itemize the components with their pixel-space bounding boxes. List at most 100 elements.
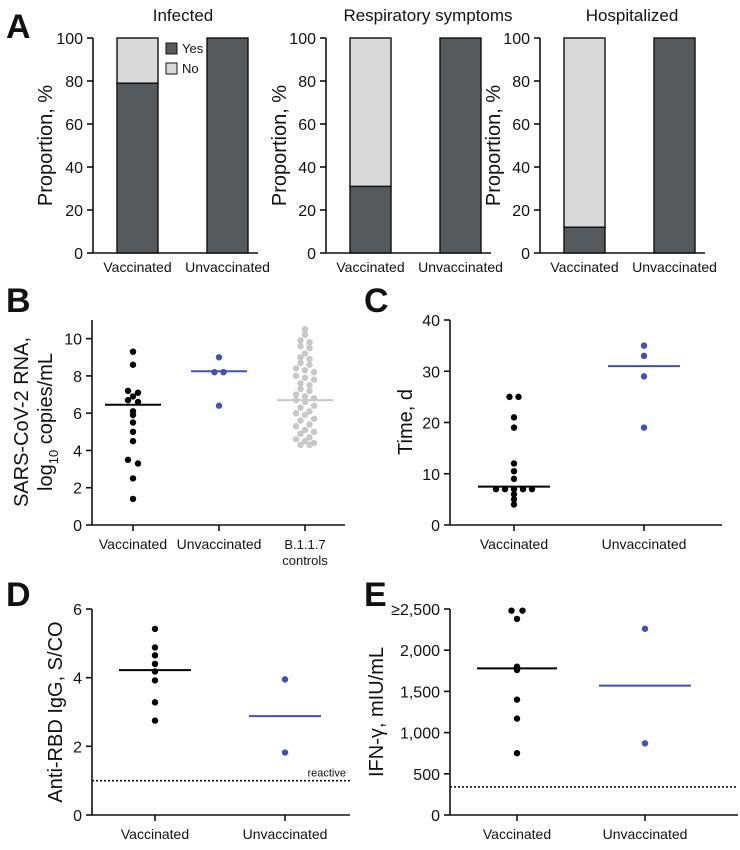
x-tick-label: Vaccinated — [121, 826, 189, 842]
data-point — [306, 382, 313, 389]
data-point — [151, 668, 159, 675]
y-axis-label: Proportion, % — [269, 85, 291, 206]
data-point — [310, 376, 318, 383]
data-point — [306, 344, 313, 352]
data-point — [297, 385, 304, 393]
y-tick-label: 40 — [422, 313, 440, 330]
y-tick-label: 2 — [73, 481, 82, 498]
y-tick-label: 60 — [512, 117, 530, 134]
panel-b-chart: 0 2 4 6 8 10 Vaccinated Unvaccinated B.1.1.7cont… — [11, 320, 345, 568]
panel-e-chart: 0 500 1,000 1,500 2,000 ≥2,500 Vaccinated Unvac… — [366, 602, 738, 842]
data-point — [151, 717, 159, 724]
x-tick-label: Unvaccinated — [632, 259, 717, 275]
data-point — [528, 485, 536, 493]
x-tick-label: Unvaccinated — [177, 536, 262, 552]
y-tick-label: 0 — [73, 808, 82, 825]
y-axis-label: Anti-RBD IgG, S/CO — [45, 621, 67, 802]
panel-label-b: B — [6, 282, 31, 320]
y-tick-label: 20 — [422, 416, 440, 433]
data-point — [306, 408, 313, 415]
data-point — [129, 393, 137, 400]
y-tick-label: 20 — [298, 203, 316, 220]
data-point — [640, 373, 648, 380]
y-axis-label-subscript: 10 — [46, 450, 61, 464]
data-point — [129, 348, 137, 355]
x-tick-label: Unvaccinated — [243, 826, 328, 842]
legend-label: No — [182, 61, 199, 76]
data-point — [292, 365, 300, 372]
data-point — [124, 456, 132, 463]
data-point — [301, 398, 309, 406]
data-point — [297, 342, 304, 350]
x-tick-label: controls — [282, 553, 328, 568]
data-point — [306, 421, 313, 428]
x-tick-label: Vaccinated — [550, 259, 618, 275]
data-point — [301, 331, 309, 339]
legend-swatch-yes — [165, 42, 178, 55]
bar-yes — [116, 82, 159, 254]
y-tick-label: 40 — [65, 160, 83, 177]
data-point — [510, 414, 518, 421]
data-point — [640, 342, 648, 349]
y-tick-label: 6 — [73, 406, 82, 423]
reference-line-label: reactive — [307, 768, 346, 780]
bar-yes — [349, 185, 392, 254]
y-tick-label: 60 — [298, 117, 316, 134]
data-point — [508, 607, 515, 614]
y-tick-label: 8 — [73, 369, 82, 386]
bar-no — [563, 37, 606, 228]
bar-yes — [653, 37, 696, 254]
y-tick-label: 4 — [73, 443, 82, 460]
data-point — [297, 430, 304, 437]
data-point — [510, 467, 518, 475]
data-point — [492, 485, 500, 493]
chart-title: Hospitalized — [586, 6, 679, 25]
y-tick-label: 100 — [289, 31, 316, 48]
data-point — [292, 436, 300, 443]
data-point — [134, 460, 142, 467]
panel-a-chart-2: Respiratory symptoms Proportion, % 0 20 40 60… — [269, 6, 513, 275]
y-tick-label: 10 — [64, 332, 82, 349]
legend-label: Yes — [182, 41, 204, 56]
data-point — [515, 393, 522, 401]
y-tick-label: 20 — [512, 203, 530, 220]
data-point — [215, 402, 223, 409]
data-point — [281, 676, 289, 683]
data-point — [513, 666, 521, 674]
y-tick-label: 6 — [73, 602, 82, 619]
data-point — [297, 337, 304, 344]
y-axis-label: Proportion, % — [483, 85, 505, 206]
data-point — [510, 496, 518, 503]
data-point — [297, 417, 304, 424]
data-point — [129, 437, 137, 445]
panel-label-a: A — [6, 8, 31, 46]
x-tick-label: Vaccinated — [483, 826, 551, 842]
data-point — [129, 411, 137, 419]
y-axis-label-line2: log10 copies/mL — [35, 353, 61, 491]
y-tick-label: 40 — [298, 160, 316, 177]
data-point — [641, 625, 649, 632]
y-tick-label: 0 — [431, 808, 440, 825]
data-point — [151, 699, 159, 706]
x-tick-label: Vaccinated — [103, 259, 171, 275]
x-tick-label: B.1.1.7 — [284, 537, 325, 552]
data-point — [641, 740, 649, 747]
data-point — [301, 374, 309, 381]
data-point — [513, 615, 521, 623]
y-tick-label: 500 — [413, 767, 440, 784]
data-point — [129, 495, 137, 503]
data-point — [306, 434, 313, 441]
data-point — [134, 389, 142, 396]
data-point — [134, 398, 142, 406]
data-point — [519, 607, 526, 614]
data-point — [506, 393, 513, 401]
panel-a-chart-3: Hospitalized Proportion, % 0 20 40 60 80 100 Vac… — [483, 6, 717, 275]
data-point — [129, 419, 137, 426]
y-axis-label: IFN-γ, mIU/mL — [366, 647, 388, 777]
data-point — [501, 485, 509, 493]
data-point — [292, 409, 300, 417]
y-tick-label: 0 — [73, 518, 82, 535]
data-point — [124, 387, 132, 395]
panel-label-c: C — [364, 282, 389, 320]
x-tick-label: Vaccinated — [336, 259, 404, 275]
